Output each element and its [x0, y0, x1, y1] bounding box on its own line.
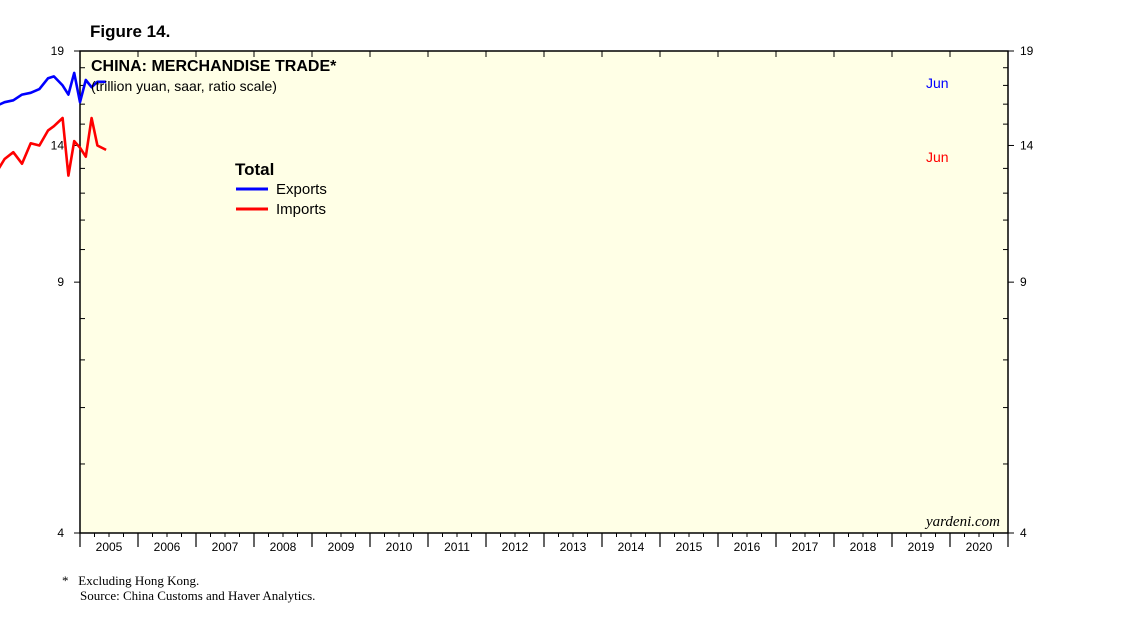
- legend-imports-label: Imports: [276, 201, 326, 218]
- legend-exports-label: Exports: [276, 181, 327, 198]
- x-tick-label: 2007: [212, 540, 239, 554]
- legend: Total Exports Imports: [235, 160, 327, 218]
- x-tick-label: 2020: [966, 540, 993, 554]
- y-tick-label-left: 14: [51, 138, 65, 152]
- x-tick-label: 2010: [386, 540, 413, 554]
- chart-title: CHINA: MERCHANDISE TRADE*: [91, 58, 337, 75]
- x-tick-label: 2014: [618, 540, 645, 554]
- y-tick-label-left: 4: [57, 526, 64, 540]
- y-tick-label-left: 19: [51, 44, 65, 58]
- y-tick-label-left: 9: [57, 275, 64, 289]
- footnote-marker: *: [62, 573, 69, 588]
- x-tick-label: 2008: [270, 540, 297, 554]
- x-tick-label: 2011: [444, 540, 470, 554]
- x-tick-label: 2013: [560, 540, 587, 554]
- x-tick-label: 2018: [850, 540, 877, 554]
- y-tick-label-right: 14: [1020, 138, 1034, 152]
- y-tick-label-right: 4: [1020, 526, 1027, 540]
- footnote: * Excluding Hong Kong. Source: China Cus…: [62, 573, 315, 603]
- x-tick-label: 2012: [502, 540, 529, 554]
- imports-end-label: Jun: [926, 149, 949, 165]
- footnote-source: Source: China Customs and Haver Analytic…: [80, 588, 316, 603]
- y-tick-label-right: 9: [1020, 275, 1027, 289]
- exports-end-label: Jun: [926, 75, 949, 91]
- x-tick-label: 2019: [908, 540, 935, 554]
- watermark: yardeni.com: [924, 514, 1000, 530]
- x-tick-label: 2005: [96, 540, 123, 554]
- plot-area: [79, 50, 1009, 534]
- x-tick-label: 2006: [154, 540, 181, 554]
- x-tick-label: 2015: [676, 540, 703, 554]
- figure-label: Figure 14.: [90, 22, 171, 41]
- x-tick-label: 2016: [734, 540, 761, 554]
- x-tick-label: 2017: [792, 540, 819, 554]
- y-tick-label-right: 19: [1020, 44, 1034, 58]
- legend-title: Total: [235, 160, 274, 179]
- x-tick-label: 2009: [328, 540, 355, 554]
- chart-subtitle: (trillion yuan, saar, ratio scale): [91, 78, 277, 94]
- footnote-note: Excluding Hong Kong.: [78, 573, 200, 588]
